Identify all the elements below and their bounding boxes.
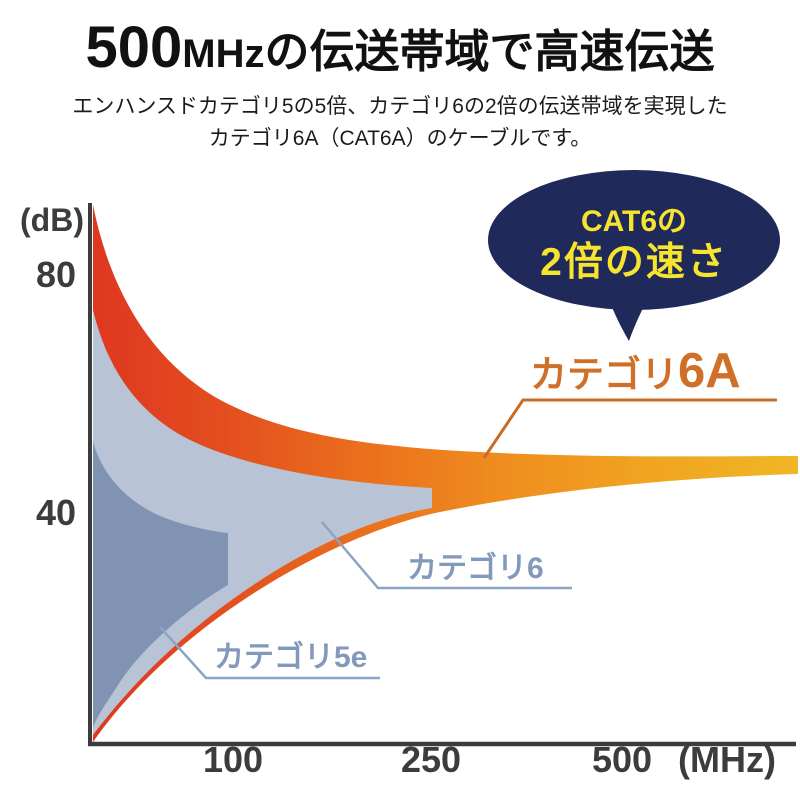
x-tick-250: 250 xyxy=(401,739,461,780)
subtitle-line1: エンハンスドカテゴリ5の5倍、カテゴリ6の2倍の伝送帯域を実現した xyxy=(72,95,728,118)
x-axis-unit: (MHz) xyxy=(678,739,776,780)
y-tick-40: 40 xyxy=(36,492,76,533)
callout-bubble-tail xyxy=(606,292,651,341)
leader-cat6a xyxy=(482,398,777,459)
callout-line1: CAT6の xyxy=(581,205,687,238)
band-cat5e xyxy=(93,442,228,728)
band-cat6a xyxy=(93,205,798,742)
y-axis-unit: (dB) xyxy=(20,202,84,238)
page-title: 500MHzの伝送帯域で高速伝送 xyxy=(0,14,800,81)
x-tick-100: 100 xyxy=(203,739,263,780)
label-cat5e: カテゴリ5e xyxy=(214,640,367,674)
callout-bubble xyxy=(488,170,780,310)
callout-line2: 2倍の速さ xyxy=(540,241,728,284)
header: 500MHzの伝送帯域で高速伝送 エンハンスドカテゴリ5の5倍、カテゴリ6の2倍… xyxy=(0,0,800,155)
label-cat6: カテゴリ6 xyxy=(407,551,544,585)
band-cat6 xyxy=(93,310,432,735)
title-unit: MHz xyxy=(182,32,265,76)
y-tick-80: 80 xyxy=(36,254,76,295)
title-text: の伝送帯域で高速伝送 xyxy=(264,26,715,77)
label-cat6a: カテゴリ6A xyxy=(530,344,741,398)
subtitle-line2: カテゴリ6A（CAT6A）のケーブルです。 xyxy=(208,127,592,150)
x-tick-500: 500 xyxy=(592,739,652,780)
leader-cat5e xyxy=(159,626,380,680)
subtitle: エンハンスドカテゴリ5の5倍、カテゴリ6の2倍の伝送帯域を実現した カテゴリ6A… xyxy=(0,91,800,155)
title-number: 500 xyxy=(85,15,183,80)
leader-cat6 xyxy=(321,521,572,590)
